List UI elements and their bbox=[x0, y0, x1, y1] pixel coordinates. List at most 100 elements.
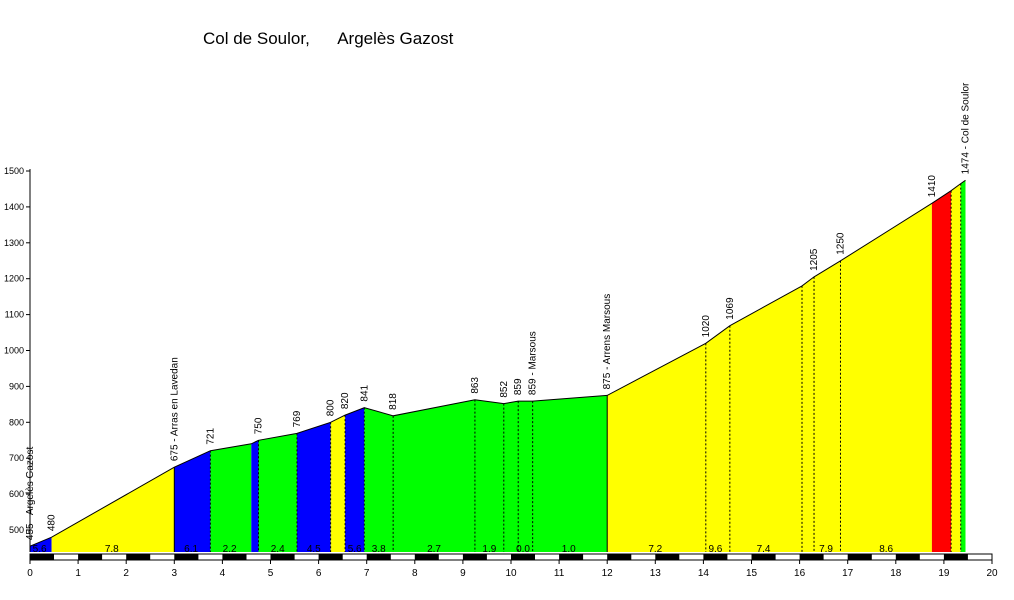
y-tick-label-4: 900 bbox=[9, 381, 24, 391]
km-block-8 bbox=[414, 554, 439, 560]
elevation-label-21: 1410 bbox=[927, 175, 938, 198]
elevation-label-11: 863 bbox=[470, 377, 481, 394]
elevation-label-24: 1474 - Col de Soulor bbox=[961, 82, 972, 174]
profile-line bbox=[29, 179, 966, 547]
y-tick-label-7: 1200 bbox=[4, 274, 24, 284]
y-tick-label-3: 800 bbox=[9, 417, 24, 427]
axes: 500 600 700 800 900 1000 1100 1200 1300 1400 1500 0… bbox=[4, 166, 998, 579]
x-tick-label-11: 11 bbox=[554, 568, 565, 579]
profile-segment-12 bbox=[951, 183, 961, 552]
profile-segment-6 bbox=[297, 422, 331, 552]
km-block-15 bbox=[751, 554, 776, 560]
segment-dividers bbox=[173, 183, 962, 552]
gradient-label-14: 7.4 bbox=[757, 544, 771, 555]
gradient-label-6: 5.6 bbox=[348, 544, 362, 555]
elevation-label-12: 852 bbox=[499, 381, 510, 398]
km-block-9 bbox=[462, 554, 487, 560]
profile-segment-10 bbox=[607, 203, 932, 553]
km-block-1 bbox=[78, 554, 103, 560]
gradient-label-8: 2.7 bbox=[427, 544, 441, 555]
y-tick-label-0: 500 bbox=[9, 525, 24, 535]
profile-segment-1 bbox=[51, 467, 175, 552]
y-tick-label-5: 1000 bbox=[4, 346, 24, 356]
x-tick-label-0: 0 bbox=[27, 568, 33, 579]
elevation-label-8: 820 bbox=[340, 392, 351, 409]
km-strip: 5.6 7.8 6.1 2.2 2.4 4.5 5.6 3.8 2.7 1.9 0.0 1.0 7.2 9… bbox=[29, 544, 993, 561]
km-block-17 bbox=[847, 554, 872, 560]
gradient-label-15: 7.9 bbox=[819, 544, 833, 555]
elevation-label-19: 1205 bbox=[809, 248, 820, 271]
elevation-label-16: 1020 bbox=[701, 315, 712, 338]
elevation-label-14: 859 - Marsous bbox=[528, 331, 539, 395]
elevation-label-17: 1069 bbox=[725, 297, 736, 320]
km-block-19 bbox=[943, 554, 968, 560]
km-block-10 bbox=[511, 554, 535, 560]
gradient-label-3: 2.2 bbox=[223, 544, 237, 555]
x-tick-label-18: 18 bbox=[890, 568, 902, 579]
x-tick-label-17: 17 bbox=[842, 568, 854, 579]
elevation-label-5: 750 bbox=[253, 417, 264, 434]
elevation-labels: 455 - Argelès Gazost 480 675 - Arras en La… bbox=[25, 82, 972, 540]
y-tick-label-9: 1400 bbox=[4, 202, 24, 212]
y-tick-label-1: 600 bbox=[9, 489, 24, 499]
elevation-label-10: 818 bbox=[388, 393, 399, 410]
elevation-label-1: 480 bbox=[47, 514, 58, 531]
km-block-12 bbox=[607, 554, 632, 560]
gradient-label-16: 8.6 bbox=[879, 544, 893, 555]
gradient-label-13: 9.6 bbox=[708, 544, 722, 555]
x-tick-label-8: 8 bbox=[412, 568, 418, 579]
gradient-label-5: 4.5 bbox=[307, 544, 321, 555]
y-tick-label-6: 1100 bbox=[5, 310, 24, 320]
profile-segment-8 bbox=[345, 407, 365, 552]
km-block-11 bbox=[559, 554, 584, 560]
gradient-label-9: 1.9 bbox=[482, 544, 496, 555]
profile-segment-0 bbox=[30, 537, 52, 552]
chart-title: Col de Soulor, Argelès Gazost bbox=[203, 29, 454, 48]
gradient-label-2: 6.1 bbox=[184, 544, 198, 555]
km-block-18 bbox=[895, 554, 920, 560]
profile-segment-5 bbox=[258, 433, 297, 552]
gradient-label-1: 7.8 bbox=[105, 544, 119, 555]
x-tick-label-9: 9 bbox=[460, 568, 466, 579]
x-tick-label-16: 16 bbox=[794, 568, 806, 579]
km-block-4 bbox=[222, 554, 247, 560]
elevation-label-2: 675 - Arras en Lavedan bbox=[169, 357, 180, 461]
km-block-0 bbox=[30, 554, 54, 560]
km-block-6 bbox=[318, 554, 343, 560]
elevation-label-7: 800 bbox=[326, 399, 337, 416]
km-block-7 bbox=[366, 554, 391, 560]
gradient-label-4: 2.4 bbox=[271, 544, 285, 555]
x-tick-label-12: 12 bbox=[602, 568, 614, 579]
elevation-label-20: 1250 bbox=[835, 232, 846, 255]
elevation-label-3: 721 bbox=[205, 428, 216, 445]
y-tick-label-2: 700 bbox=[9, 453, 24, 463]
y-tick-label-8: 1300 bbox=[4, 238, 24, 248]
km-block-3 bbox=[174, 554, 199, 560]
elevation-label-0: 455 - Argelès Gazost bbox=[25, 447, 36, 541]
x-tick-label-5: 5 bbox=[268, 568, 274, 579]
km-block-2 bbox=[126, 554, 151, 560]
elevation-label-15: 875 - Arrens Marsous bbox=[602, 294, 613, 390]
elevation-label-13: 859 bbox=[513, 378, 524, 395]
x-tick-label-19: 19 bbox=[938, 568, 950, 579]
x-tick-label-3: 3 bbox=[172, 568, 178, 579]
profile-fills bbox=[30, 180, 966, 553]
elevation-label-6: 769 bbox=[292, 410, 303, 427]
x-tick-label-6: 6 bbox=[316, 568, 322, 579]
gradient-label-7: 3.8 bbox=[372, 544, 386, 555]
x-tick-label-20: 20 bbox=[986, 568, 998, 579]
profile-segment-9 bbox=[364, 395, 608, 552]
y-tick-label-10: 1500 bbox=[4, 166, 24, 176]
km-block-14 bbox=[703, 554, 728, 560]
x-tick-label-2: 2 bbox=[123, 568, 129, 579]
elevation-label-9: 841 bbox=[359, 384, 370, 401]
profile-segment-11 bbox=[931, 190, 952, 552]
x-tick-label-13: 13 bbox=[650, 568, 662, 579]
profile-outline bbox=[29, 179, 966, 547]
km-block-5 bbox=[270, 554, 295, 560]
x-tick-label-7: 7 bbox=[364, 568, 370, 579]
gradient-label-12: 7.2 bbox=[648, 544, 662, 555]
profile-segment-4 bbox=[251, 440, 259, 552]
profile-segment-2 bbox=[174, 450, 211, 552]
